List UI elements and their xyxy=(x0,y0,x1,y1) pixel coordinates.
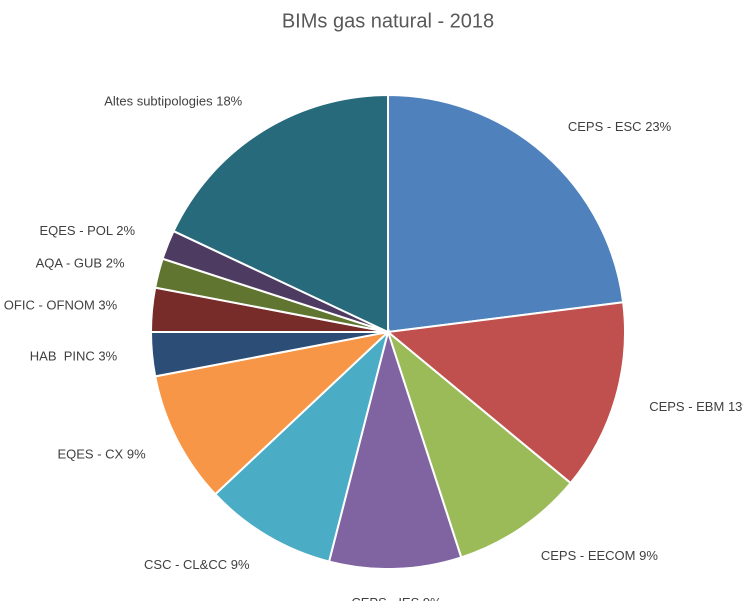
category-label: CSC - CL&CC xyxy=(144,558,227,573)
pie-slice xyxy=(385,329,573,559)
category-label: HAB PINC xyxy=(30,349,95,364)
data-label: OFIC - OFNOM 3% xyxy=(4,298,118,313)
chart-title: BIMs gas natural - 2018 xyxy=(282,10,494,32)
data-label: HAB PINC 3% xyxy=(30,349,118,364)
value-label: 18% xyxy=(216,94,242,109)
category-label: CEPS - ESC xyxy=(568,119,642,134)
value-label: 3% xyxy=(98,298,117,313)
pie-slice xyxy=(327,328,463,570)
value-label: 9% xyxy=(639,548,658,563)
pie-slice xyxy=(213,328,390,563)
value-label: 9% xyxy=(127,447,146,462)
category-label: AQA - GUB xyxy=(36,256,102,271)
value-label: 2% xyxy=(106,256,125,271)
pie-slice xyxy=(387,93,625,334)
category-label: OFIC - OFNOM xyxy=(4,298,95,313)
data-label: CEPS - IES 9% xyxy=(351,595,442,601)
data-label: CSC - CL&CC 9% xyxy=(144,558,250,573)
pie-slice xyxy=(172,93,389,334)
data-label: CEPS - EBM 13% xyxy=(649,399,743,414)
value-label: 3% xyxy=(98,349,117,364)
value-label: 9% xyxy=(423,595,442,601)
category-label: Altes subtipologies xyxy=(104,94,213,109)
data-label: CEPS - EECOM 9% xyxy=(541,548,658,563)
category-label: EQES - CX xyxy=(57,447,123,462)
data-label: EQES - POL 2% xyxy=(39,223,135,238)
data-label: Altes subtipologies 18% xyxy=(104,94,242,109)
pie-slice xyxy=(154,330,392,496)
value-label: 13% xyxy=(728,399,743,414)
data-label: AQA - GUB 2% xyxy=(36,256,125,271)
category-label: CEPS - EECOM xyxy=(541,548,636,563)
category-label: EQES - POL xyxy=(39,223,112,238)
category-label: CEPS - IES xyxy=(351,595,419,601)
value-label: 2% xyxy=(116,223,135,238)
value-label: 23% xyxy=(645,119,671,134)
category-label: CEPS - EBM xyxy=(649,399,724,414)
pie-slice xyxy=(385,301,626,485)
data-label: CEPS - ESC 23% xyxy=(568,119,672,134)
value-label: 9% xyxy=(231,558,250,573)
data-label: EQES - CX 9% xyxy=(57,447,146,462)
